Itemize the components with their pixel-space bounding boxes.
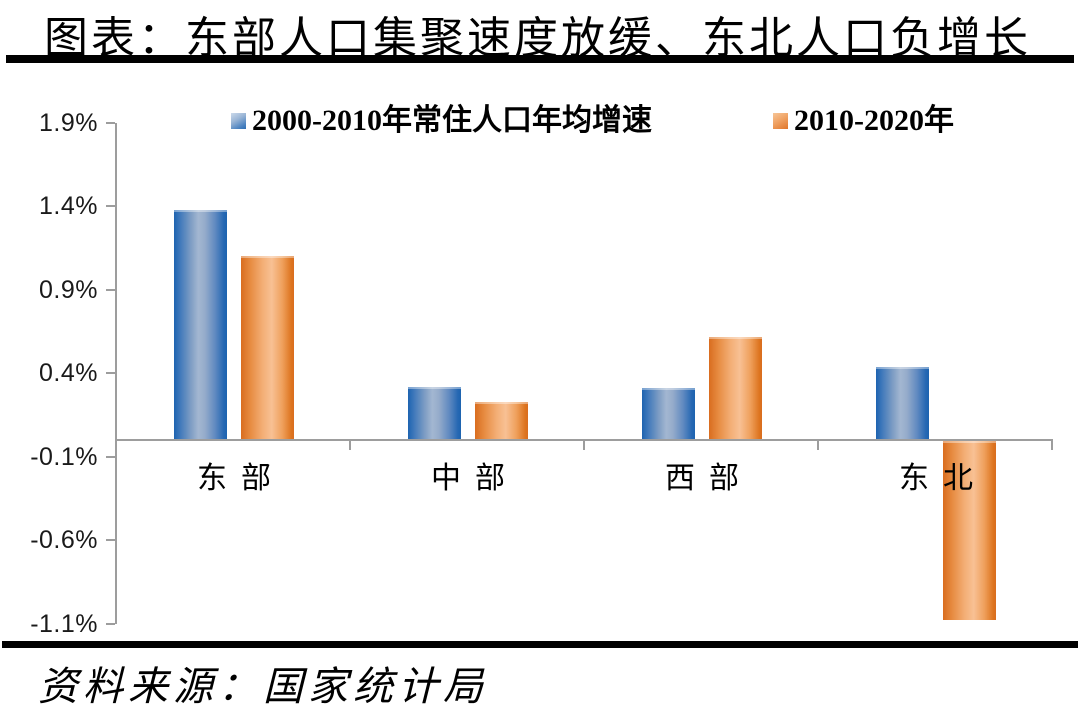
x-axis-tick: [817, 441, 819, 450]
bar-series1-东北: [943, 441, 996, 620]
x-axis-tick: [1051, 441, 1053, 450]
y-axis-tick-label: -0.1%: [30, 443, 98, 471]
y-axis-tick-label: -1.1%: [30, 610, 98, 638]
source-note: 资料来源：国家统计局: [38, 664, 488, 709]
y-axis-tick: [106, 623, 115, 625]
y-axis-tick: [106, 539, 115, 541]
bar-series0-东部: [174, 210, 227, 440]
legend-item-2010-2020: 2010-2020年: [773, 105, 954, 137]
top-divider: [6, 55, 1074, 63]
chart-title: 图表：东部人口集聚速度放缓、东北人口负增长: [44, 14, 1031, 63]
bar-series1-东部: [241, 256, 294, 440]
orange-square-icon: [773, 112, 788, 129]
x-axis-tick: [349, 441, 351, 450]
blue-square-icon: [231, 112, 246, 129]
legend-label-2000-2010: 2000-2010年常住人口年均增速: [252, 104, 652, 137]
bottom-divider: [2, 641, 1078, 648]
bar-series0-西部: [642, 388, 695, 440]
y-axis-tick-label: -0.6%: [30, 526, 98, 554]
y-axis-tick-label: 1.4%: [39, 192, 98, 220]
y-axis-tick: [106, 122, 115, 124]
x-axis-tick: [583, 441, 585, 450]
y-axis-tick-label: 0.9%: [39, 276, 98, 304]
bar-series0-中部: [408, 387, 461, 440]
y-axis-line: [115, 123, 117, 624]
x-axis-category-label: 中部: [431, 462, 519, 495]
y-axis-tick-label: 1.9%: [39, 109, 98, 137]
y-axis-tick-label: 0.4%: [39, 359, 98, 387]
x-axis-zero-line: [115, 439, 1053, 441]
bar-series1-西部: [709, 337, 762, 440]
y-axis-tick: [106, 372, 115, 374]
x-axis-category-label: 东北: [899, 462, 987, 495]
y-axis-tick: [106, 205, 115, 207]
legend-label-2010-2020: 2010-2020年: [794, 104, 954, 137]
x-axis-category-label: 东部: [197, 462, 285, 495]
bar-series0-东北: [876, 367, 929, 440]
x-axis-category-label: 西部: [665, 462, 753, 495]
y-axis-tick: [106, 456, 115, 458]
legend-item-2000-2010: 2000-2010年常住人口年均增速: [231, 105, 652, 137]
bar-series1-中部: [475, 402, 528, 440]
y-axis-tick: [106, 289, 115, 291]
